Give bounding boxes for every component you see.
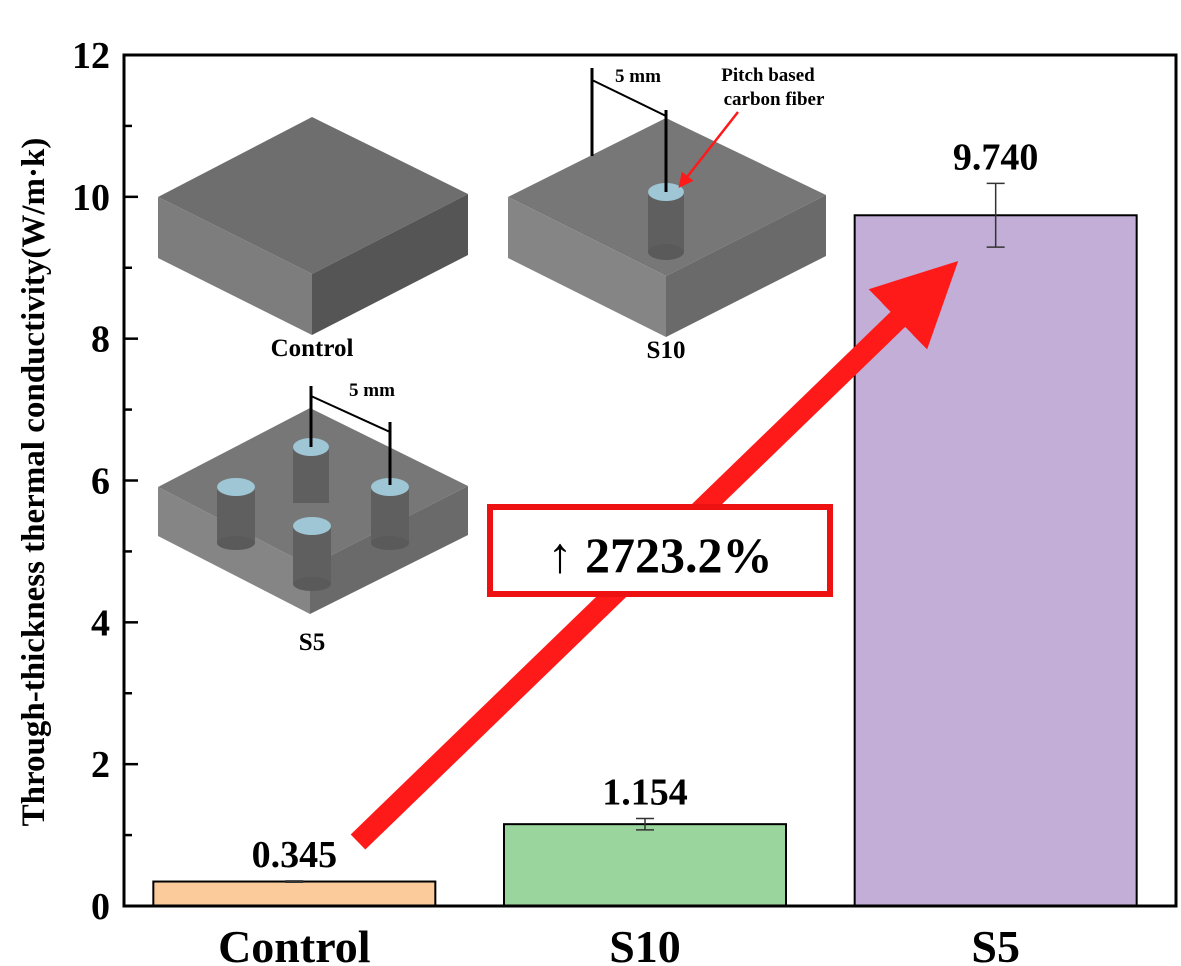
s10-spacing-label: 5 mm xyxy=(615,66,661,87)
x-tick-label: S5 xyxy=(971,921,1020,966)
s10-inset-label: S10 xyxy=(647,337,686,364)
x-tick-label: Control xyxy=(218,921,371,966)
bar-s10 xyxy=(503,823,787,907)
s10-inset: 5 mm Pitch based carbon fiber S10 xyxy=(508,65,826,364)
y-axis-label: Through-thickness thermal conductivity(W… xyxy=(16,138,52,827)
fiber-label-line2: carbon fiber xyxy=(724,89,825,110)
y-tick-label: 4 xyxy=(91,602,110,644)
fiber-pointer-arrow xyxy=(678,111,739,188)
fiber-label-line1: Pitch based xyxy=(721,65,815,86)
annotation-box xyxy=(487,504,833,597)
bar-control xyxy=(152,880,437,908)
annotation-text: ↑ 2723.2% xyxy=(548,527,773,583)
value-label: 0.345 xyxy=(252,834,338,876)
fiber-left xyxy=(217,478,255,550)
y-tick-label: 8 xyxy=(91,319,110,361)
plot-frame xyxy=(122,53,1178,908)
s5-inset-label: S5 xyxy=(299,629,325,656)
value-label: 1.154 xyxy=(602,771,688,813)
fiber-right xyxy=(371,478,409,550)
increase-annotation: ↑ 2723.2% xyxy=(487,504,833,597)
x-axis-labels: Control S10 S5 xyxy=(218,921,1020,966)
y-tick-label: 10 xyxy=(72,177,110,219)
control-inset-label: Control xyxy=(271,335,354,362)
control-inset: Control xyxy=(158,117,468,362)
s5-spacing-label: 5 mm xyxy=(349,380,395,401)
y-tick-label: 12 xyxy=(72,35,110,77)
s5-inset: 5 mm S5 xyxy=(158,380,468,656)
fiber-front xyxy=(293,517,331,591)
x-tick-label: S10 xyxy=(609,921,681,966)
y-tick-label: 2 xyxy=(91,744,110,786)
y-tick-label: 0 xyxy=(91,886,110,928)
y-axis-ticks: 0 2 4 6 8 10 12 xyxy=(72,35,138,928)
y-tick-label: 6 xyxy=(91,461,110,503)
fiber-back xyxy=(293,438,329,503)
value-label: 9.740 xyxy=(953,136,1039,178)
